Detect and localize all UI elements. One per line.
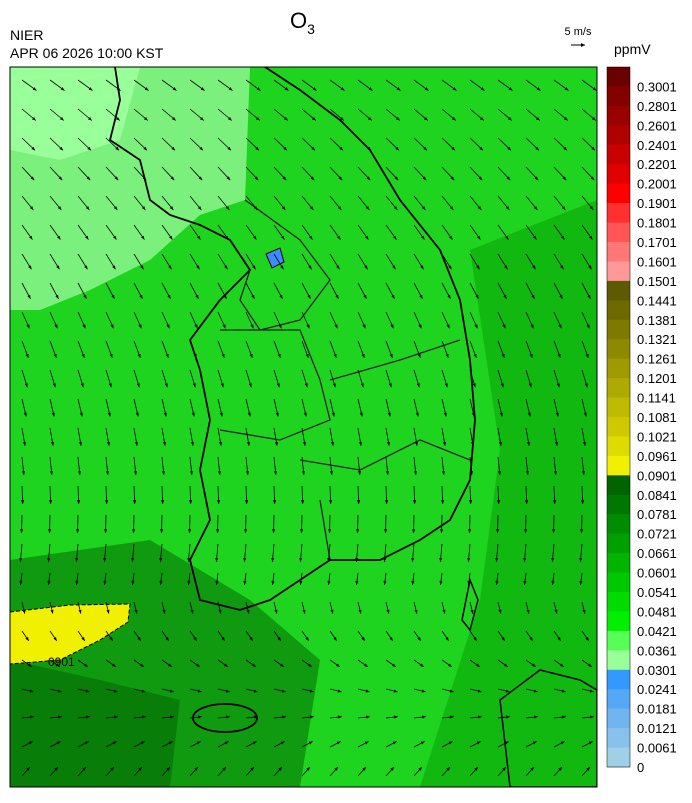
colorbar-label: 0.0541 <box>637 585 677 600</box>
colorbar-bin <box>607 748 630 768</box>
colorbar-label: 0.1701 <box>637 235 677 250</box>
colorbar-bin <box>607 261 630 281</box>
colorbar-label: 0.0061 <box>637 741 677 756</box>
colorbar-label: 0.2401 <box>637 138 677 153</box>
colorbar-label: 0.0361 <box>637 643 677 658</box>
colorbar-bin <box>607 106 630 126</box>
colorbar-label: 0.0781 <box>637 507 677 522</box>
colorbar-label: 0.1201 <box>637 371 677 386</box>
colorbar-bin <box>607 689 630 709</box>
colorbar-label: 0.0121 <box>637 721 677 736</box>
colorbar-label: 0.1801 <box>637 216 677 231</box>
colorbar-bin <box>607 709 630 729</box>
colorbar-label: 0.0661 <box>637 546 677 561</box>
map: 0901 <box>10 67 597 787</box>
colorbar-bin <box>607 203 630 223</box>
wind-scale-label: 5 m/s <box>565 26 592 38</box>
colorbar-label: 0.1141 <box>637 391 676 406</box>
timestamp: APR 06 2026 10:00 KST <box>10 45 164 61</box>
colorbar-bin <box>607 728 630 748</box>
colorbar-label: 0.2801 <box>637 99 677 114</box>
colorbar-label: 0.0721 <box>637 527 677 542</box>
colorbar-bin <box>607 125 630 145</box>
colorbar-label: 0.1261 <box>637 352 677 367</box>
wind-scale-head <box>581 43 585 47</box>
colorbar-bin <box>607 359 630 379</box>
colorbar-label: 0.0301 <box>637 663 677 678</box>
colorbar-bin <box>607 592 630 612</box>
colorbar-label: 0.0481 <box>637 604 677 619</box>
colorbar-label: 0.0901 <box>637 468 677 483</box>
colorbar-label: 0 <box>637 760 644 775</box>
colorbar-label: 0.1501 <box>637 274 677 289</box>
colorbar-label: 0.0421 <box>637 624 677 639</box>
contour-label: 0901 <box>48 655 75 669</box>
colorbar-bin <box>607 378 630 398</box>
colorbar-label: 0.1901 <box>637 196 677 211</box>
colorbar-bin <box>607 398 630 418</box>
colorbar-bin <box>607 223 630 243</box>
colorbar-label: 0.2001 <box>637 177 677 192</box>
colorbar-bin <box>607 670 630 690</box>
colorbar-bin <box>607 650 630 670</box>
colorbar-bin <box>607 514 630 534</box>
colorbar-bin <box>607 320 630 340</box>
colorbar-label: 0.1321 <box>637 332 677 347</box>
colorbar-label: 0.1381 <box>637 313 677 328</box>
colorbar-bin <box>607 67 630 87</box>
colorbar-bin <box>607 553 630 573</box>
colorbar-label: 0.0241 <box>637 682 677 697</box>
colorbar-label: 0.1441 <box>637 293 677 308</box>
colorbar-bin <box>607 611 630 631</box>
colorbar-bin <box>607 242 630 262</box>
colorbar-bin <box>607 339 630 359</box>
colorbar-bin <box>607 495 630 515</box>
title-base: O <box>290 8 307 33</box>
colorbar-bin <box>607 145 630 165</box>
colorbar-bin <box>607 475 630 495</box>
colorbar-label: 0.0841 <box>637 488 677 503</box>
colorbar-bin <box>607 300 630 320</box>
colorbar-bin <box>607 417 630 437</box>
colorbar-label: 0.1021 <box>637 429 677 444</box>
colorbar-label: 0.1081 <box>637 410 677 425</box>
title-subscript: 3 <box>307 21 315 37</box>
colorbar-unit: ppmV <box>614 41 651 57</box>
colorbar-label: 0.0961 <box>637 449 677 464</box>
colorbar: 0.3001 0.2801 0.2601 0.2401 0.2201 0.2001 0.19… <box>607 67 677 775</box>
colorbar-bin <box>607 631 630 651</box>
colorbar-label: 0.0181 <box>637 702 677 717</box>
colorbar-label: 0.1601 <box>637 254 677 269</box>
colorbar-label: 0.0601 <box>637 566 677 581</box>
colorbar-label: 0.3001 <box>637 79 677 94</box>
colorbar-bin <box>607 281 630 301</box>
colorbar-bin <box>607 456 630 476</box>
title: O3 <box>290 8 315 37</box>
colorbar-bin <box>607 436 630 456</box>
colorbar-bin <box>607 184 630 204</box>
agency: NIER <box>10 27 43 43</box>
colorbar-bin <box>607 534 630 554</box>
colorbar-bin <box>607 573 630 593</box>
colorbar-bin <box>607 164 630 184</box>
colorbar-bin <box>607 86 630 106</box>
colorbar-label: 0.2201 <box>637 157 677 172</box>
colorbar-label: 0.2601 <box>637 118 677 133</box>
